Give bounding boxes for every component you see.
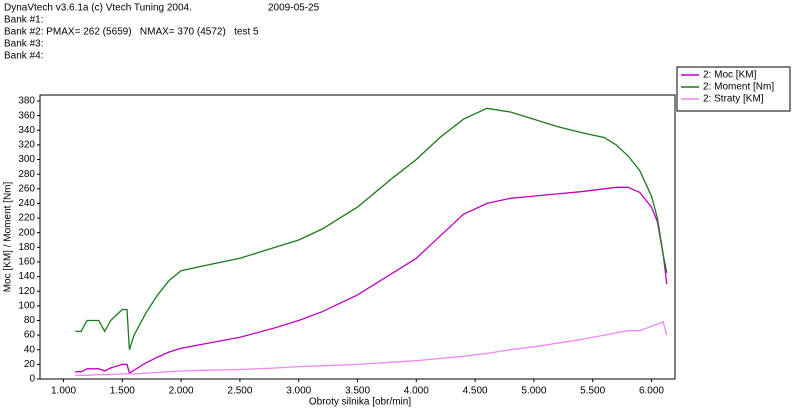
y-tick-label: 100: [18, 300, 35, 311]
y-tick-label: 200: [18, 227, 35, 238]
y-tick-label: 80: [24, 315, 36, 326]
x-tick-label: 2.500: [227, 386, 252, 397]
y-tick-label: 40: [24, 344, 36, 355]
y-tick-label: 240: [18, 198, 35, 209]
y-tick-label: 0: [29, 374, 35, 385]
legend-label: 2: Straty [KM]: [703, 94, 764, 105]
series-line: [75, 321, 668, 376]
date: 2009-05-25: [268, 3, 320, 14]
series-line: [75, 186, 668, 375]
y-tick-label: 180: [18, 242, 35, 253]
y-tick-label: 320: [18, 140, 35, 151]
y-tick-label: 360: [18, 110, 35, 121]
y-tick-label: 120: [18, 286, 35, 297]
y-tick-label: 140: [18, 271, 35, 282]
y-axis-label: Moc [KM] / Moment [Nm]: [3, 181, 14, 292]
legend-label: 2: Moment [Nm]: [703, 82, 774, 93]
x-tick-label: 5.000: [521, 386, 546, 397]
x-tick-label: 5.500: [580, 386, 605, 397]
y-tick-label: 20: [24, 359, 36, 370]
y-tick-label: 300: [18, 154, 35, 165]
header-line: Bank #4:: [4, 51, 43, 62]
header-line: Bank #1:: [4, 15, 43, 26]
x-tick-label: 4.000: [404, 386, 429, 397]
x-tick-label: 1.500: [110, 386, 135, 397]
x-tick-label: 4.500: [463, 386, 488, 397]
y-tick-label: 220: [18, 213, 35, 224]
header-line: Bank #2: PMAX= 262 (5659) NMAX= 370 (457…: [4, 27, 259, 38]
y-tick-label: 340: [18, 125, 35, 136]
x-tick-label: 2.000: [169, 386, 194, 397]
header-line: DynaVtech v3.6.1a (c) Vtech Tuning 2004.: [4, 3, 192, 14]
x-tick-label: 3.000: [286, 386, 311, 397]
x-axis-label: Obroty silnika [obr/min]: [309, 397, 411, 408]
x-tick-label: 6.000: [639, 386, 664, 397]
y-tick-label: 60: [24, 330, 36, 341]
plot-frame: [39, 94, 676, 380]
y-tick-label: 380: [18, 96, 35, 107]
x-tick-label: 1.000: [51, 386, 76, 397]
y-tick-label: 280: [18, 169, 35, 180]
series-line: [75, 107, 668, 350]
x-tick-label: 3.500: [345, 386, 370, 397]
header-line: Bank #3:: [4, 39, 43, 50]
y-tick-label: 260: [18, 183, 35, 194]
legend-label: 2: Moc [KM]: [703, 70, 757, 81]
y-tick-label: 160: [18, 257, 35, 268]
